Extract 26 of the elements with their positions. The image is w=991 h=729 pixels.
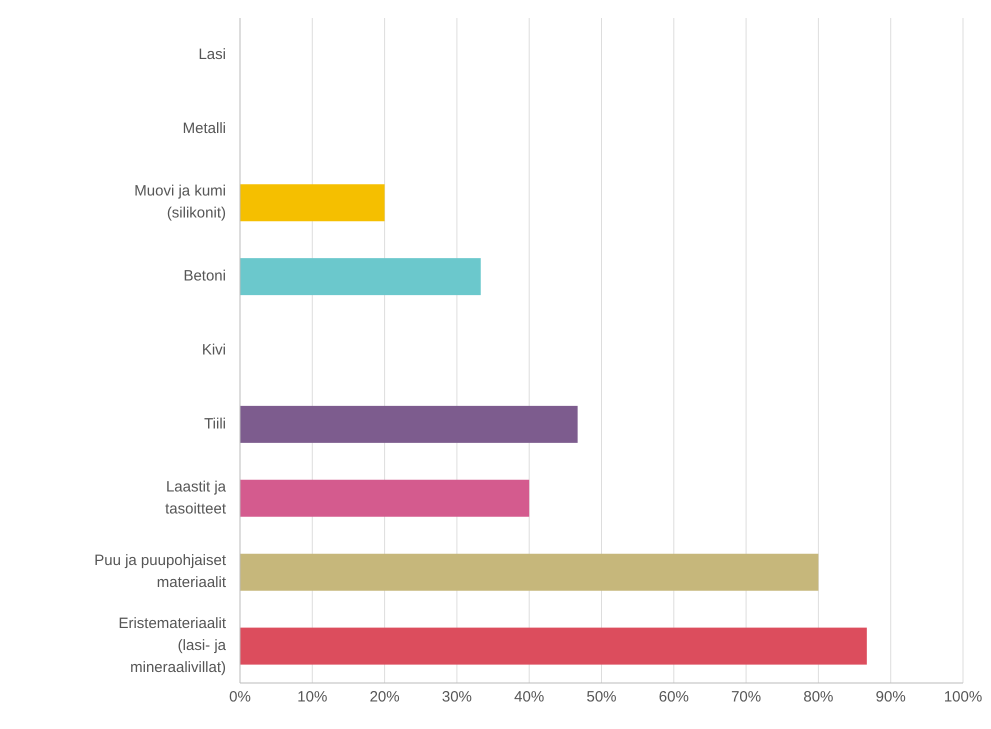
bar	[240, 184, 385, 222]
x-tick-label: 40%	[514, 688, 544, 706]
y-tick-label: Lasi	[198, 46, 226, 63]
x-tick-label: 0%	[229, 688, 251, 706]
y-tick-label: Kivi	[202, 341, 226, 358]
y-tick-label: Tiili	[204, 415, 226, 432]
y-tick-label: Puu ja puupohjaiset materiaalit	[94, 552, 227, 592]
y-tick-label: Betoni	[183, 268, 226, 285]
x-tick-label: 10%	[297, 688, 328, 706]
bar	[240, 258, 481, 296]
y-tick-label: Metalli	[182, 120, 226, 137]
bar	[240, 480, 530, 517]
x-tick-label: 60%	[658, 688, 689, 706]
x-tick-label: 50%	[586, 688, 617, 706]
x-tick-label: 20%	[370, 688, 400, 706]
y-tick-label: Laastit ja tasoitteet	[165, 478, 227, 518]
y-tick-label: Muovi ja kumi (silikonit)	[134, 182, 226, 222]
bar	[240, 406, 578, 443]
x-tick-label: 90%	[876, 688, 906, 706]
x-tick-label: 70%	[731, 688, 762, 706]
x-tick-label: 100%	[944, 688, 982, 706]
bar	[240, 628, 867, 665]
y-tick-label: Eristemateriaalit (lasi- ja mineraalivillat)	[118, 615, 227, 676]
x-tick-label: 30%	[442, 688, 472, 706]
x-tick-label: 80%	[803, 688, 834, 706]
bar	[240, 554, 818, 591]
